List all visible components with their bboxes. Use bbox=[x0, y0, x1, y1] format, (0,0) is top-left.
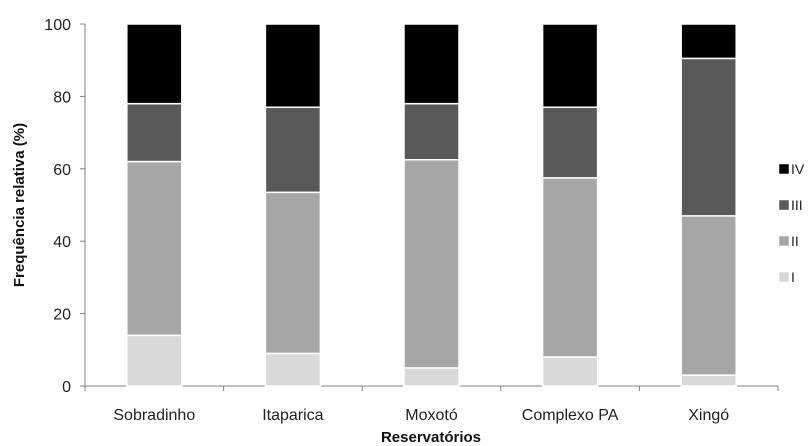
x-axis-title: Reservatórios bbox=[381, 429, 481, 446]
y-tick-label: 80 bbox=[53, 89, 71, 106]
bar-segment-IV bbox=[264, 23, 322, 109]
bar-segment-II bbox=[680, 215, 737, 376]
bar-segment-III bbox=[264, 106, 322, 194]
legend-label-III: III bbox=[791, 197, 803, 213]
bar-segment-I bbox=[541, 356, 599, 387]
bar-segment-III bbox=[541, 106, 599, 179]
bar-segment-III bbox=[403, 102, 460, 161]
plot-area: 0 20 40 60 80 100 Sobradinho Itaparica Moxotó Com… bbox=[44, 17, 779, 424]
y-tick-label: 0 bbox=[62, 379, 71, 396]
x-tick-label: Complexo PA bbox=[522, 407, 619, 424]
legend-label-II: II bbox=[791, 233, 799, 249]
x-tick-label: Moxotó bbox=[405, 407, 458, 424]
legend-label-I: I bbox=[791, 269, 795, 285]
bar-segment-III bbox=[680, 57, 737, 217]
bar-segment-IV bbox=[403, 23, 460, 105]
bar-segment-I bbox=[264, 352, 322, 387]
y-tick-label: 60 bbox=[53, 162, 71, 179]
bar-segment-II bbox=[541, 177, 599, 358]
y-tick-label: 20 bbox=[53, 307, 71, 324]
bar-segment-IV bbox=[126, 23, 183, 105]
bar-segment-I bbox=[126, 334, 183, 387]
bar-segment-II bbox=[264, 191, 322, 355]
legend-label-IV: IV bbox=[791, 161, 805, 177]
x-tick-label: Xingó bbox=[688, 407, 729, 424]
bar-segment-IV bbox=[680, 23, 737, 60]
legend-swatch-III bbox=[778, 199, 790, 211]
y-axis-title: Frequência relativa (%) bbox=[11, 123, 28, 287]
bar-segment-II bbox=[126, 160, 183, 337]
x-tick-label: Sobradinho bbox=[113, 407, 195, 424]
bar-segment-III bbox=[126, 102, 183, 163]
legend-swatch-IV bbox=[778, 163, 790, 175]
y-tick-label: 100 bbox=[44, 17, 71, 34]
legend-swatch-II bbox=[778, 235, 790, 247]
x-tick-label: Itaparica bbox=[262, 407, 323, 424]
bar-segment-I bbox=[680, 374, 737, 387]
bar-segment-I bbox=[403, 367, 460, 387]
legend-swatch-I bbox=[778, 271, 790, 283]
bar-segment-IV bbox=[541, 23, 599, 109]
y-tick-label: 40 bbox=[53, 234, 71, 251]
bar-segment-II bbox=[403, 159, 460, 369]
